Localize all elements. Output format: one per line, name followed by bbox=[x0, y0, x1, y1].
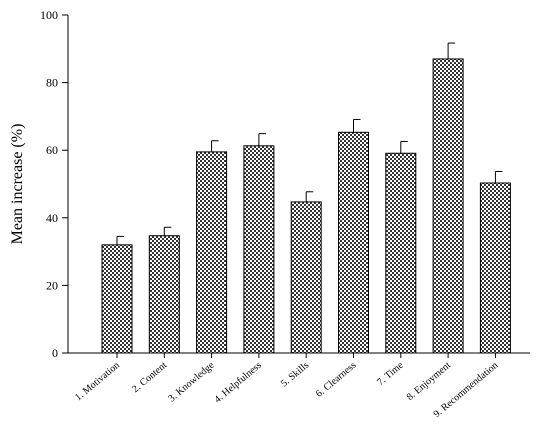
x-tick-label-2: 2. Content bbox=[130, 360, 169, 395]
bar-1 bbox=[101, 244, 133, 354]
x-tick-label-1: 1. Motivation bbox=[73, 360, 122, 403]
x-tick-label-5: 5. Skills bbox=[279, 360, 311, 390]
bar-7 bbox=[385, 152, 417, 354]
axes-layer bbox=[62, 14, 530, 358]
bar-3 bbox=[196, 151, 228, 354]
x-tick-label-3: 3. Knowledge bbox=[166, 360, 216, 405]
bar-6 bbox=[338, 131, 369, 354]
x-tick-label-6: 6. Clearness bbox=[314, 360, 359, 400]
y-tick-label-40: 40 bbox=[46, 211, 58, 225]
y-axis-title: Mean increase (%) bbox=[9, 124, 26, 245]
bar-8 bbox=[432, 58, 464, 354]
bar-5 bbox=[290, 201, 322, 354]
y-tick-label-60: 60 bbox=[46, 143, 58, 157]
bar-2 bbox=[148, 235, 180, 354]
x-tick-label-7: 7. Time bbox=[375, 360, 406, 388]
bars-layer bbox=[101, 42, 511, 354]
x-tick-label-8: 8. Enjoyment bbox=[405, 360, 454, 403]
y-tick-label-100: 100 bbox=[40, 8, 58, 22]
bar-9 bbox=[479, 182, 511, 354]
y-tick-label-20: 20 bbox=[46, 278, 58, 292]
y-tick-label-80: 80 bbox=[46, 76, 58, 90]
y-tick-label-0: 0 bbox=[52, 346, 58, 360]
bar-4 bbox=[243, 145, 275, 354]
x-tick-label-4: 4. Helpfulness bbox=[212, 360, 263, 406]
